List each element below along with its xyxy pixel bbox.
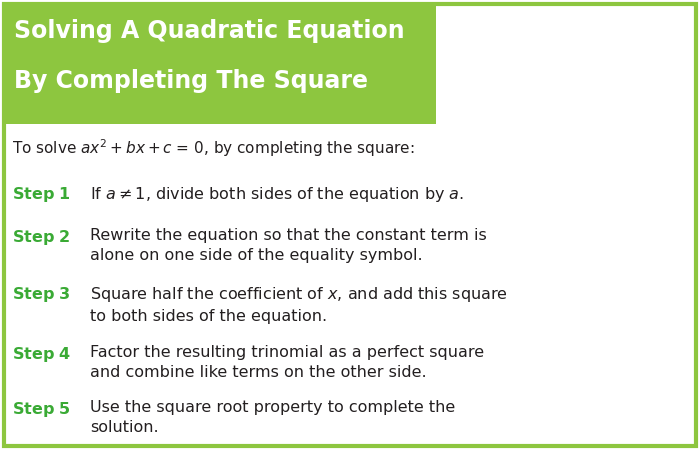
Text: Square half the coefficient of $x$, and add this square
to both sides of the equ: Square half the coefficient of $x$, and … (90, 285, 508, 324)
Text: Solving A Quadratic Equation: Solving A Quadratic Equation (14, 19, 405, 43)
FancyBboxPatch shape (4, 4, 696, 446)
FancyBboxPatch shape (4, 4, 436, 124)
Text: $\mathbf{Step\ 3}$: $\mathbf{Step\ 3}$ (12, 285, 71, 304)
Text: Factor the resulting trinomial as a perfect square
and combine like terms on the: Factor the resulting trinomial as a perf… (90, 345, 484, 380)
Text: $\mathbf{Step\ 1}$: $\mathbf{Step\ 1}$ (12, 185, 71, 204)
Text: Use the square root property to complete the
solution.: Use the square root property to complete… (90, 400, 455, 436)
Text: To solve $ax^2 + bx + c$ = 0, by completing the square:: To solve $ax^2 + bx + c$ = 0, by complet… (12, 137, 414, 159)
Text: $\mathbf{Step\ 5}$: $\mathbf{Step\ 5}$ (12, 400, 71, 419)
Text: $\mathbf{Step\ 4}$: $\mathbf{Step\ 4}$ (12, 345, 71, 364)
Text: $\mathbf{Step\ 2}$: $\mathbf{Step\ 2}$ (12, 228, 71, 247)
Text: Rewrite the equation so that the constant term is
alone on one side of the equal: Rewrite the equation so that the constan… (90, 228, 486, 263)
Text: If $a \neq 1$, divide both sides of the equation by $a$.: If $a \neq 1$, divide both sides of the … (90, 185, 464, 204)
Text: By Completing The Square: By Completing The Square (14, 69, 368, 93)
